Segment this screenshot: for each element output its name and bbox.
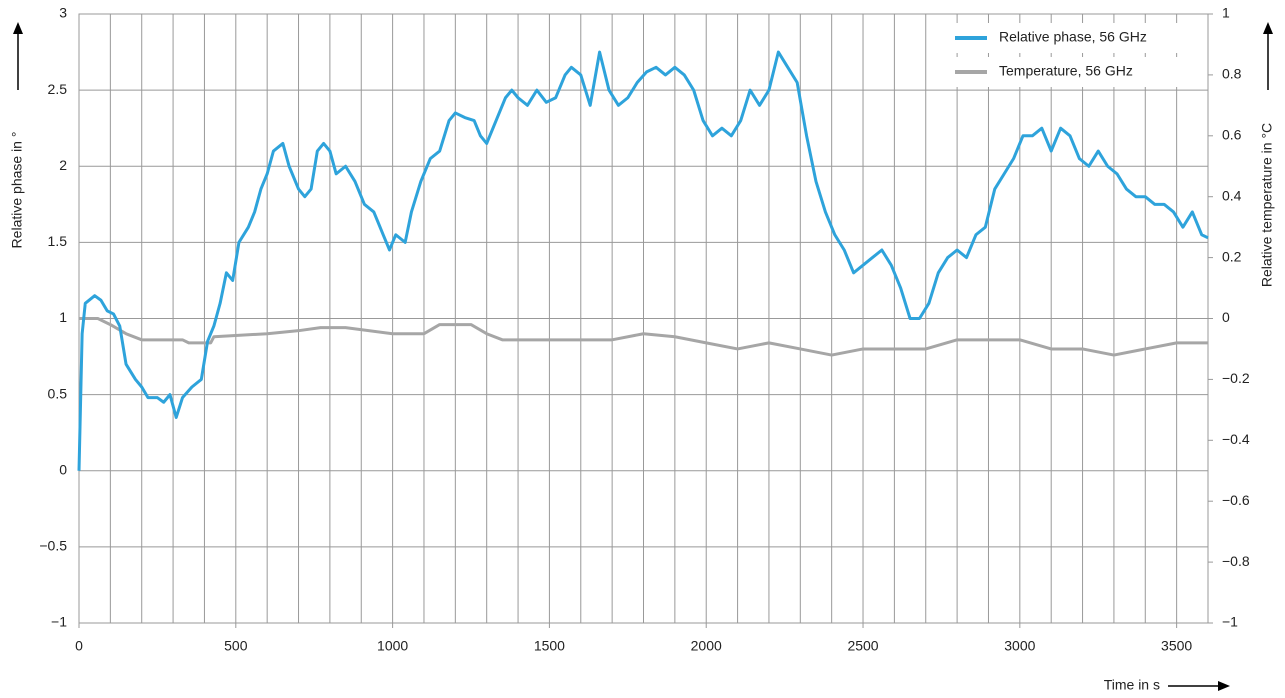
y2-tick-label: −0.6 [1222, 492, 1250, 508]
y2-tick-label: −0.8 [1222, 553, 1250, 569]
x-tick-label: 3000 [1004, 638, 1035, 654]
y2-tick-label: 0.8 [1222, 66, 1242, 82]
y2-tick-label: −0.4 [1222, 431, 1250, 447]
y2-tick-label: 0.2 [1222, 248, 1242, 264]
y-tick-label: 1.5 [48, 233, 68, 249]
x-tick-label: 500 [224, 638, 248, 654]
y2-tick-label: 1 [1222, 5, 1230, 21]
y-tick-label: −1 [51, 614, 67, 630]
y-axis-arrowhead [13, 22, 23, 34]
y2-tick-label: 0.6 [1222, 127, 1242, 143]
y-axis-label: Relative phase in ° [9, 132, 25, 249]
y-tick-label: 3 [59, 5, 67, 21]
legend-bg [947, 57, 1192, 87]
x-axis-arrowhead [1218, 681, 1230, 691]
y2-tick-label: −1 [1222, 614, 1238, 630]
x-axis-label: Time in s [1104, 677, 1160, 693]
y-tick-label: 1 [59, 309, 67, 325]
y-tick-label: 2 [59, 157, 67, 173]
y-tick-label: 2.5 [48, 81, 68, 97]
y-tick-label: −0.5 [39, 538, 67, 554]
y-tick-label: 0.5 [48, 385, 68, 401]
y2-axis-label: Relative temperature in °C [1259, 123, 1275, 287]
y2-tick-label: −0.2 [1222, 370, 1250, 386]
x-tick-label: 2500 [847, 638, 878, 654]
x-tick-label: 1000 [377, 638, 408, 654]
x-tick-label: 3500 [1161, 638, 1192, 654]
y2-axis-arrowhead [1263, 22, 1273, 34]
y-tick-label: 0 [59, 461, 67, 477]
x-tick-label: 0 [75, 638, 83, 654]
legend-bg [947, 23, 1192, 53]
y2-tick-label: 0 [1222, 309, 1230, 325]
y2-tick-label: 0.4 [1222, 187, 1242, 203]
series-line [79, 317, 1208, 357]
x-tick-label: 1500 [534, 638, 565, 654]
legend-label: Relative phase, 56 GHz [999, 29, 1147, 45]
x-tick-label: 2000 [691, 638, 722, 654]
series-line [77, 50, 1209, 471]
legend-label: Temperature, 56 GHz [999, 63, 1133, 79]
